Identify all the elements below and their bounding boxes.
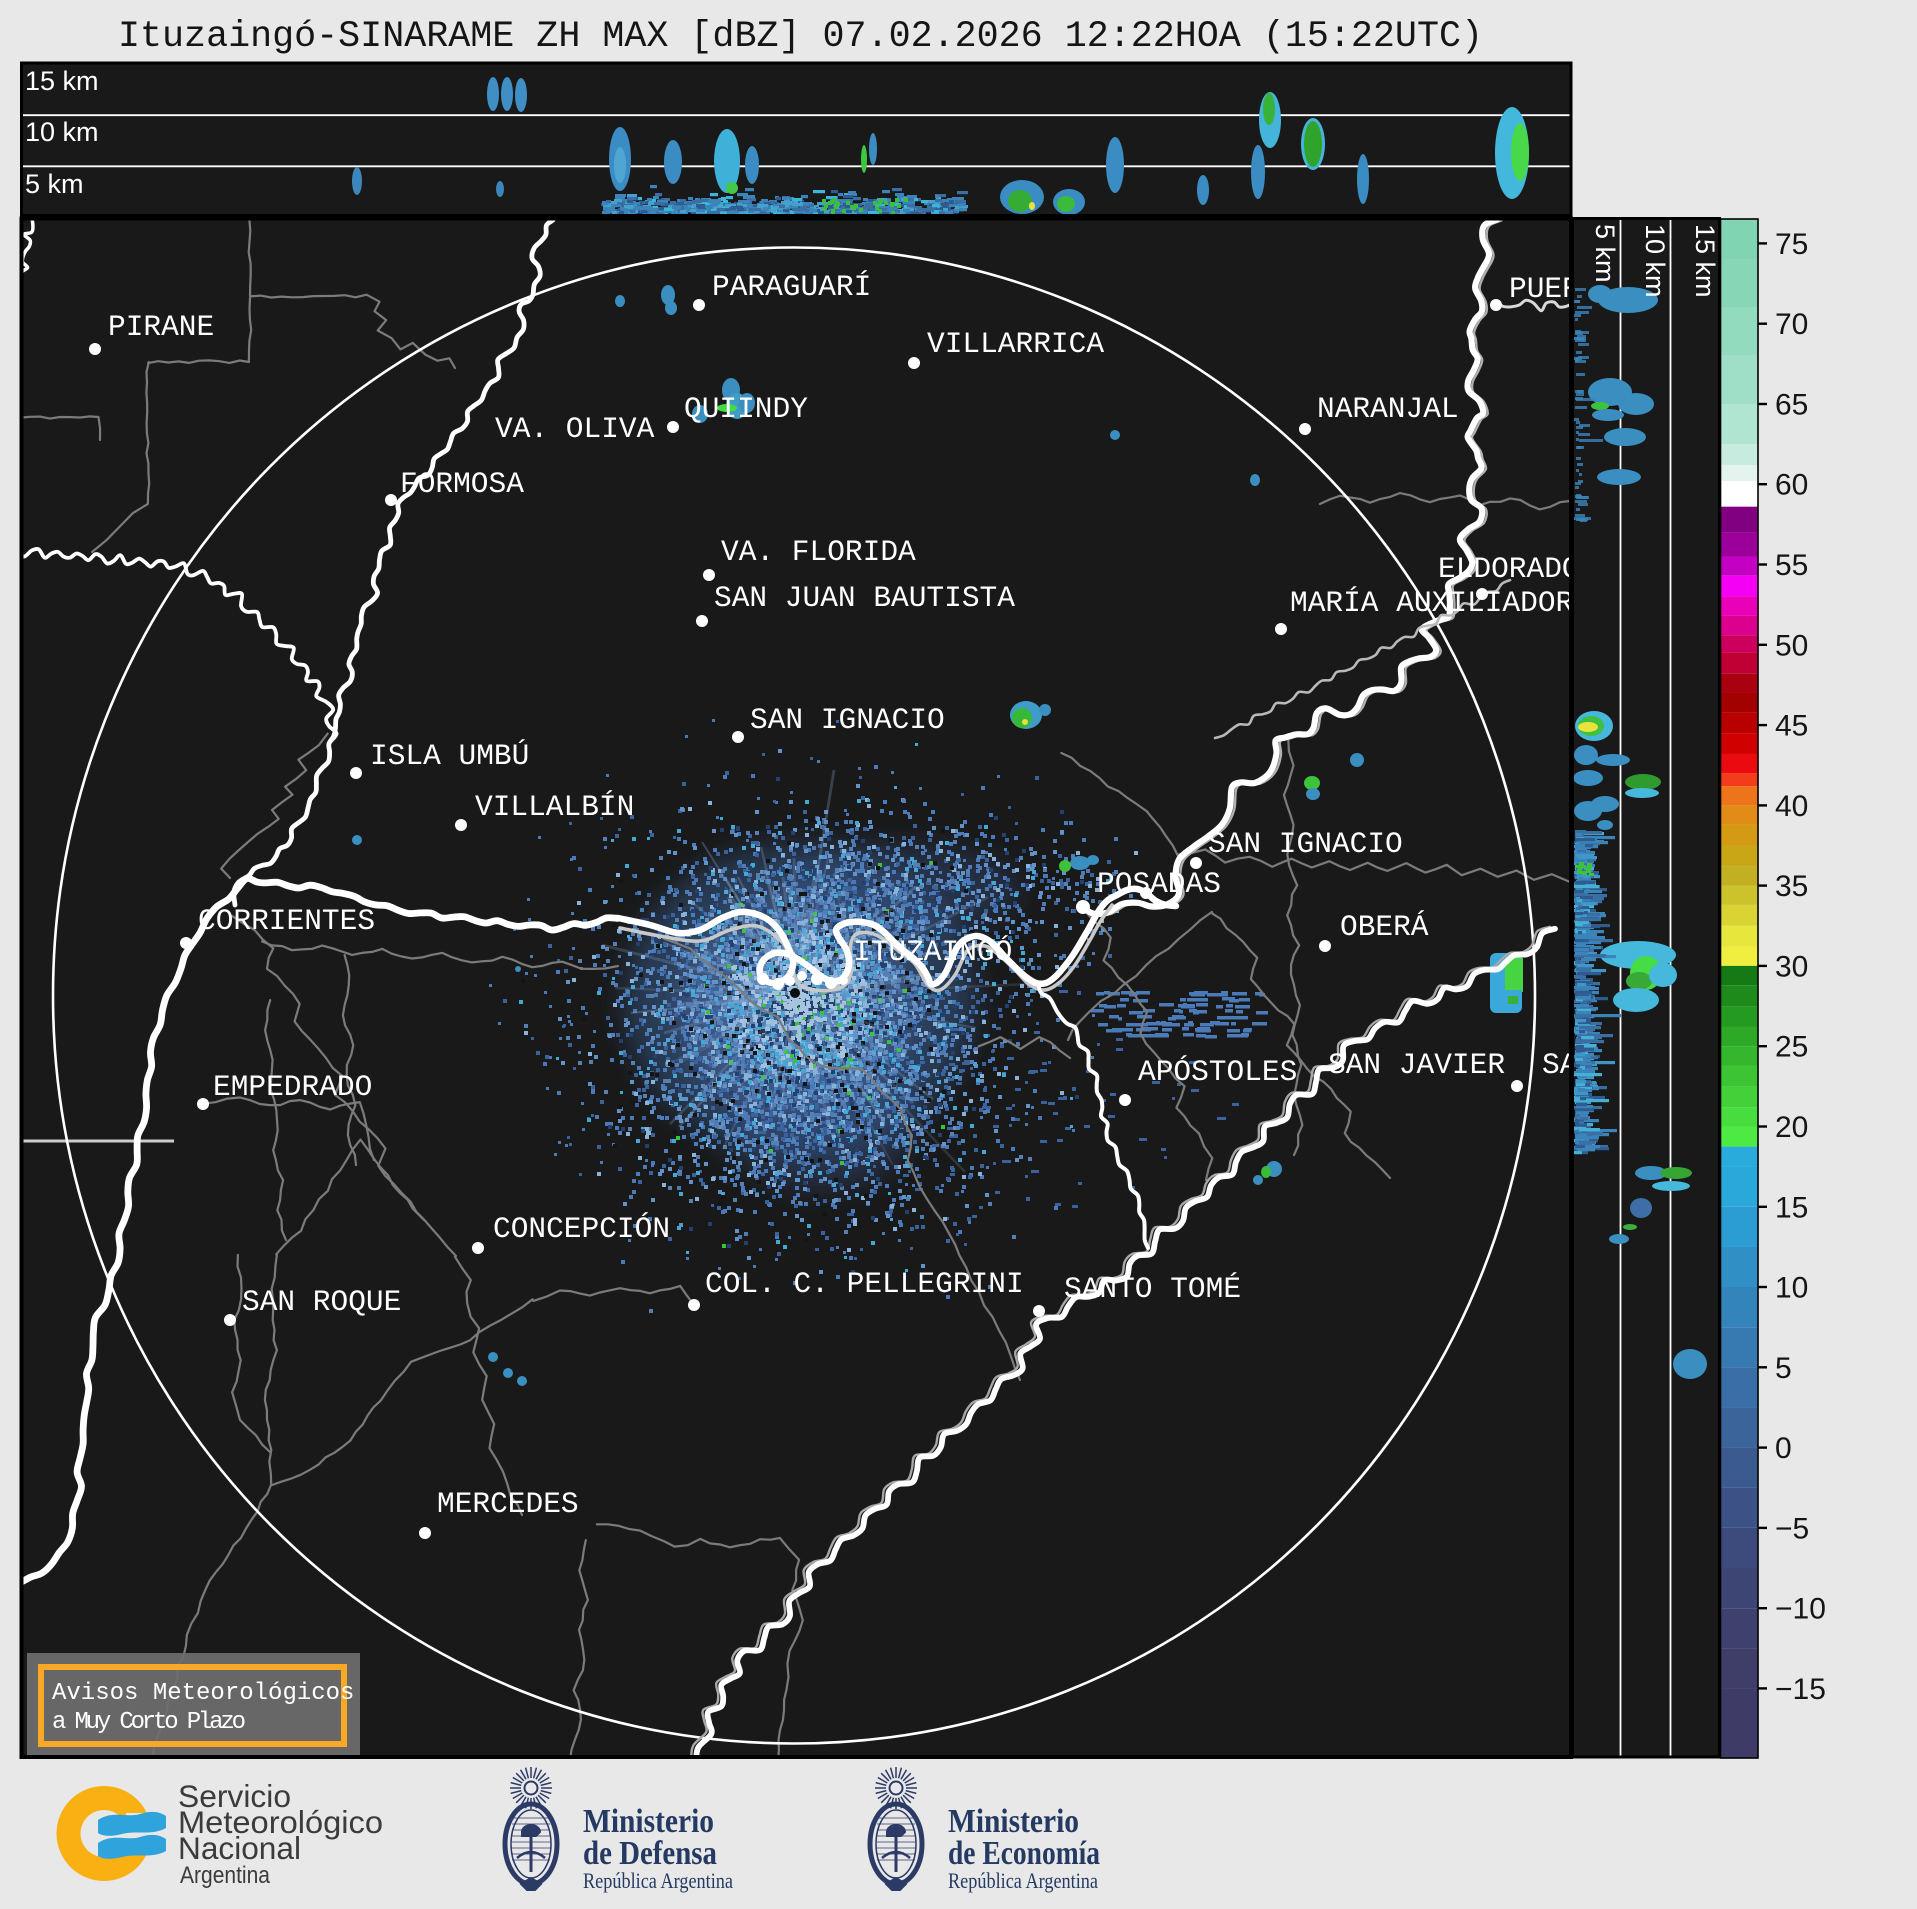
svg-text:VA. OLIVA: VA. OLIVA (495, 412, 655, 446)
svg-text:OBERÁ: OBERÁ (1340, 910, 1429, 944)
svg-text:15 km: 15 km (25, 66, 99, 96)
svg-text:Ministerio: Ministerio (948, 1803, 1079, 1840)
svg-text:MERCEDES: MERCEDES (437, 1487, 579, 1521)
svg-text:SAN IGNACIO: SAN IGNACIO (1208, 827, 1403, 861)
svg-text:35: 35 (1775, 870, 1808, 903)
svg-text:50: 50 (1775, 629, 1808, 662)
svg-text:30: 30 (1775, 950, 1808, 983)
svg-text:a Muy Corto Plazo: a Muy Corto Plazo (52, 1709, 246, 1736)
svg-text:APÓSTOLES: APÓSTOLES (1138, 1055, 1297, 1089)
svg-text:PARAGUARÍ: PARAGUARÍ (712, 270, 871, 304)
svg-text:SAN JUAN BAUTISTA: SAN JUAN BAUTISTA (714, 581, 1015, 615)
svg-text:Ituzaingó-SINARAME ZH MAX [dBZ: Ituzaingó-SINARAME ZH MAX [dBZ] 07.02.20… (118, 16, 1483, 58)
svg-text:5 km: 5 km (25, 169, 84, 199)
svg-text:45: 45 (1775, 710, 1808, 743)
svg-text:SAN ROQUE: SAN ROQUE (242, 1285, 401, 1319)
svg-text:República Argentina: República Argentina (583, 1868, 733, 1893)
svg-text:65: 65 (1775, 389, 1808, 422)
svg-text:EMPEDRADO: EMPEDRADO (213, 1070, 372, 1104)
svg-text:−10: −10 (1775, 1593, 1826, 1626)
svg-text:Argentina: Argentina (180, 1862, 271, 1889)
svg-text:40: 40 (1775, 790, 1808, 823)
svg-text:PIRANE: PIRANE (108, 310, 214, 344)
svg-text:55: 55 (1775, 549, 1808, 582)
svg-text:−15: −15 (1775, 1673, 1826, 1706)
svg-text:75: 75 (1775, 228, 1808, 261)
svg-text:20: 20 (1775, 1111, 1808, 1144)
svg-text:60: 60 (1775, 469, 1808, 502)
svg-text:15 km: 15 km (1690, 224, 1720, 298)
svg-text:5: 5 (1775, 1352, 1792, 1385)
svg-text:ELDORADO: ELDORADO (1438, 552, 1580, 586)
svg-text:ISLA UMBÚ: ISLA UMBÚ (370, 739, 529, 773)
svg-text:10 km: 10 km (25, 117, 99, 147)
svg-text:VILLALBÍN: VILLALBÍN (475, 790, 634, 824)
svg-text:de Economía: de Economía (948, 1835, 1100, 1872)
svg-text:ITUZAINGÓ: ITUZAINGÓ (853, 935, 1012, 969)
svg-text:COL. C. PELLEGRINI: COL. C. PELLEGRINI (705, 1267, 1024, 1301)
svg-text:CONCEPCIÓN: CONCEPCIÓN (493, 1212, 670, 1246)
svg-text:VILLARRICA: VILLARRICA (927, 327, 1104, 361)
svg-text:FORMOSA: FORMOSA (400, 467, 524, 501)
svg-text:SA: SA (1542, 1048, 1578, 1082)
svg-text:MARÍA AUXILIADORA: MARÍA AUXILIADORA (1290, 586, 1591, 620)
svg-text:15: 15 (1775, 1191, 1808, 1224)
svg-text:Meteorológico: Meteorológico (178, 1804, 383, 1840)
svg-text:Ministerio: Ministerio (583, 1803, 714, 1840)
svg-text:5 km: 5 km (1590, 224, 1620, 283)
svg-text:SAN IGNACIO: SAN IGNACIO (750, 703, 945, 737)
svg-text:Servicio: Servicio (178, 1778, 291, 1814)
svg-text:0: 0 (1775, 1432, 1792, 1465)
svg-text:POSADAS: POSADAS (1097, 867, 1221, 901)
svg-text:10: 10 (1775, 1272, 1808, 1305)
svg-text:NARANJAL: NARANJAL (1317, 392, 1459, 426)
svg-text:QUIINDY: QUIINDY (684, 392, 808, 426)
svg-text:−5: −5 (1775, 1512, 1809, 1545)
svg-text:CORRIENTES: CORRIENTES (198, 904, 375, 938)
svg-text:PUERTO R: PUERTO R (1509, 272, 1651, 306)
svg-text:Nacional: Nacional (178, 1830, 301, 1866)
svg-text:SANTO TOMÉ: SANTO TOMÉ (1064, 1272, 1241, 1306)
svg-text:de Defensa: de Defensa (583, 1835, 717, 1872)
svg-text:VA. FLORIDA: VA. FLORIDA (721, 535, 916, 569)
svg-text:SAN JAVIER: SAN JAVIER (1328, 1048, 1505, 1082)
svg-text:Avisos Meteorológicos: Avisos Meteorológicos (52, 1680, 354, 1707)
svg-text:República Argentina: República Argentina (948, 1868, 1098, 1893)
svg-text:10 km: 10 km (1640, 224, 1670, 298)
svg-text:70: 70 (1775, 308, 1808, 341)
svg-text:25: 25 (1775, 1031, 1808, 1064)
